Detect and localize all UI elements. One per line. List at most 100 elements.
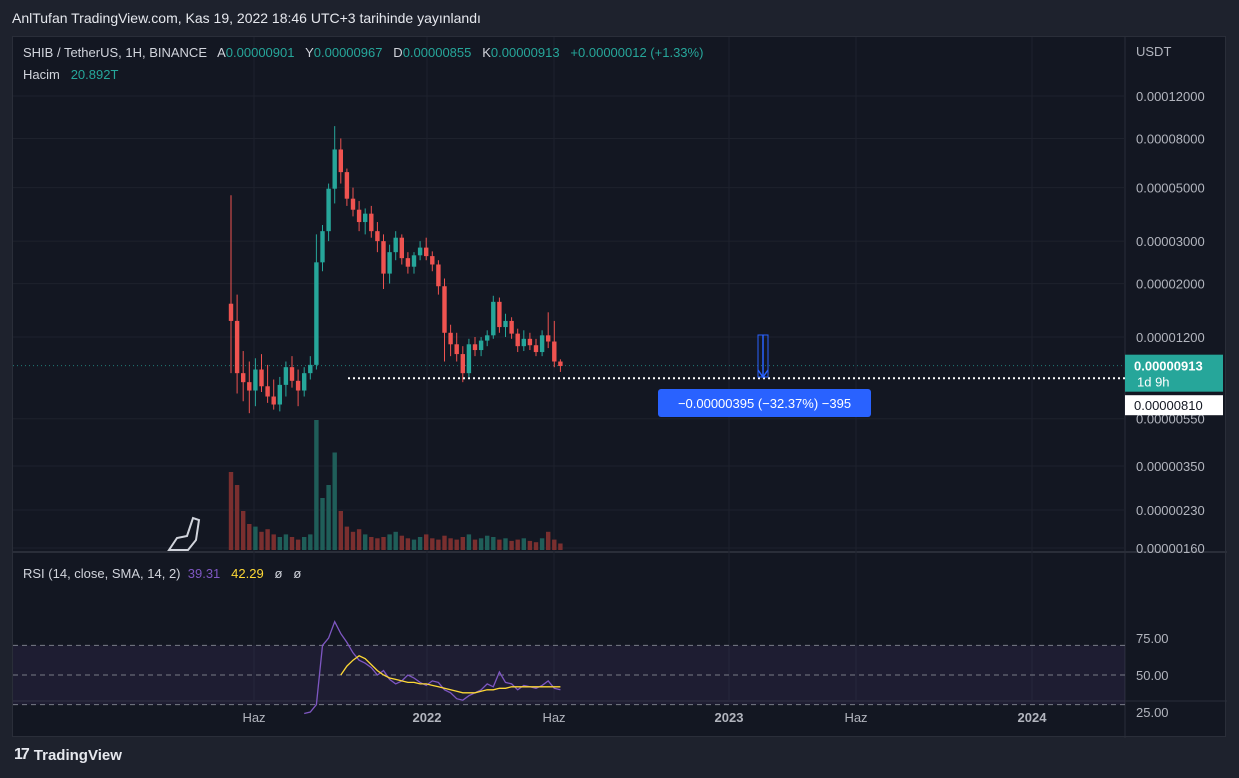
low-value: 0.00000855	[402, 45, 472, 60]
candle-body	[241, 373, 246, 383]
time-tick-label: 2022	[413, 710, 442, 725]
candle-body	[314, 262, 319, 365]
volume-bar	[485, 535, 490, 550]
candle-body	[277, 384, 282, 405]
volume-bar	[387, 534, 392, 550]
volume-bar	[326, 485, 331, 550]
price-tick-label: 0.00003000	[1136, 234, 1205, 249]
volume-label[interactable]: Hacim	[23, 67, 60, 82]
candles	[228, 126, 563, 414]
high-label: Y	[305, 45, 314, 60]
volume-bar	[381, 537, 386, 550]
rsi-extra-1: ø	[274, 566, 283, 581]
candle-body	[521, 338, 526, 347]
candle-body	[424, 247, 429, 257]
volume-bar	[375, 538, 380, 550]
rsi-sma-value: 42.29	[231, 566, 264, 581]
volume-bar	[350, 531, 356, 550]
chart-canvas[interactable]: 0.00012000 0.00008000 0.00005000 0.00003000…	[13, 37, 1227, 738]
volume-bar	[234, 485, 240, 550]
candle-body	[387, 252, 392, 274]
current-price-countdown: 1d 9h	[1137, 375, 1170, 390]
volume-bar	[503, 538, 508, 550]
candle-body	[363, 213, 368, 223]
close-value: 0.00000913	[490, 45, 560, 60]
candle-body	[533, 345, 539, 353]
rsi-tick-label: 75.00	[1136, 631, 1169, 646]
candle-body	[247, 382, 252, 391]
price-tick-label: 0.00000230	[1136, 503, 1205, 518]
candle-body	[356, 209, 362, 223]
volume-bar	[228, 472, 234, 550]
candle-body	[527, 338, 533, 346]
candle-body	[271, 396, 276, 405]
candle-body	[546, 335, 551, 342]
measure-label-box	[658, 389, 871, 417]
volume-bar	[491, 537, 496, 550]
rsi-label[interactable]: RSI (14, close, SMA, 14, 2)	[23, 566, 181, 581]
price-tick-label: 0.00000350	[1136, 459, 1205, 474]
candle-body	[430, 256, 435, 265]
volume-bar	[533, 542, 539, 550]
candle-body	[320, 231, 325, 263]
symbol-label[interactable]: SHIB / TetherUS, 1H, BINANCE	[23, 45, 207, 60]
time-tick-label: 2023	[715, 710, 744, 725]
volume-bar	[454, 539, 459, 550]
volume-bar	[271, 534, 276, 550]
volume-bar	[259, 531, 264, 550]
close-label: K	[482, 45, 491, 60]
price-tick-label: 0.00002000	[1136, 277, 1205, 292]
chart-frame[interactable]: 0.00012000 0.00008000 0.00005000 0.00003000…	[12, 36, 1227, 738]
price-tick-label: 0.00008000	[1136, 131, 1205, 146]
volume-bars	[228, 420, 563, 550]
price-tick-label: 0.00000160	[1136, 541, 1205, 556]
volume-bar	[436, 539, 441, 550]
price-tick-label: 0.00000550	[1136, 412, 1205, 427]
volume-value: 20.892T	[70, 67, 119, 82]
rsi-legend: RSI (14, close, SMA, 14, 2) 39.31 42.29 …	[23, 566, 301, 581]
candle-body	[302, 373, 307, 391]
ohlc-legend: SHIB / TetherUS, 1H, BINANCE A0.00000901…	[23, 45, 703, 60]
volume-bar	[369, 537, 374, 550]
volume-bar	[289, 537, 295, 550]
candle-body	[460, 354, 465, 374]
volume-bar	[302, 537, 307, 550]
volume-legend: Hacim 20.892T	[23, 67, 118, 82]
volume-bar	[521, 538, 526, 550]
price-tick-label: 0.00005000	[1136, 181, 1205, 196]
candle-body	[265, 386, 270, 397]
candle-body	[381, 241, 386, 274]
time-tick-label: Haz	[844, 710, 867, 725]
volume-bar	[320, 498, 325, 550]
time-tick-label: Haz	[542, 710, 565, 725]
current-price-tag	[1125, 354, 1223, 392]
volume-bar	[265, 529, 270, 550]
volume-bar	[424, 534, 429, 550]
price-tick-label: 0.00012000	[1136, 89, 1205, 104]
candle-body	[417, 247, 423, 256]
candle-body	[369, 213, 374, 232]
candle-body	[393, 237, 398, 253]
volume-bar	[558, 543, 563, 550]
candle-body	[454, 344, 459, 355]
open-label: A	[217, 45, 226, 60]
tradingview-logo[interactable]: 17 TradingView	[14, 746, 122, 764]
candle-body	[478, 340, 484, 351]
rsi-extra-2: ø	[293, 566, 302, 581]
candle-body	[411, 255, 417, 267]
marker-price-tag	[1125, 395, 1223, 416]
candle-body	[472, 344, 478, 351]
change-value: +0.00000012 (+1.33%)	[570, 45, 704, 60]
candle-body	[497, 301, 502, 328]
volume-bar	[356, 529, 362, 550]
candle-body	[466, 344, 472, 374]
candle-body	[442, 286, 447, 333]
volume-bar	[509, 540, 514, 550]
candle-body	[228, 303, 234, 321]
candle-body	[253, 369, 258, 391]
volume-bar	[393, 531, 398, 550]
current-price-value: 0.00000913	[1134, 359, 1203, 374]
candle-body	[509, 320, 514, 334]
volume-bar	[546, 531, 551, 550]
open-value: 0.00000901	[225, 45, 295, 60]
